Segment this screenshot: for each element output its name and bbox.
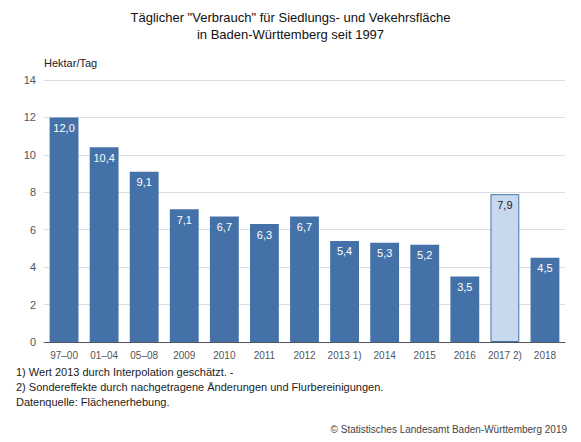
svg-text:8: 8 <box>30 186 36 198</box>
svg-text:Täglicher "Verbrauch" für Sied: Täglicher "Verbrauch" für Siedlungs- und… <box>131 10 451 25</box>
svg-text:12,0: 12,0 <box>53 122 74 134</box>
svg-text:6,7: 6,7 <box>297 221 312 233</box>
svg-text:2010: 2010 <box>213 350 236 361</box>
svg-text:2015: 2015 <box>414 350 437 361</box>
svg-text:05–08: 05–08 <box>130 350 158 361</box>
svg-text:5,2: 5,2 <box>417 249 432 261</box>
svg-text:5,3: 5,3 <box>377 247 392 259</box>
svg-text:4,5: 4,5 <box>537 262 552 274</box>
svg-text:7,1: 7,1 <box>177 214 192 226</box>
svg-text:6,7: 6,7 <box>217 221 232 233</box>
svg-text:2011: 2011 <box>254 350 276 361</box>
svg-text:2017 2): 2017 2) <box>488 350 522 361</box>
svg-text:14: 14 <box>24 74 36 86</box>
svg-text:Hektar/Tag: Hektar/Tag <box>44 57 97 69</box>
svg-text:97–00: 97–00 <box>50 350 78 361</box>
svg-text:2014: 2014 <box>374 350 397 361</box>
svg-text:2009: 2009 <box>173 350 196 361</box>
svg-text:2) Sondereffekte durch nachget: 2) Sondereffekte durch nachgetragene Änd… <box>16 381 383 393</box>
svg-text:2012: 2012 <box>293 350 316 361</box>
svg-text:2016: 2016 <box>454 350 477 361</box>
svg-text:2: 2 <box>30 299 36 311</box>
svg-text:7,9: 7,9 <box>497 199 512 211</box>
svg-text:10,4: 10,4 <box>93 152 114 164</box>
svg-text:1) Wert 2013 durch Interpolati: 1) Wert 2013 durch Interpolation geschät… <box>16 366 234 378</box>
svg-text:2018: 2018 <box>534 350 557 361</box>
svg-text:© Statistisches Landesamt Bade: © Statistisches Landesamt Baden-Württemb… <box>331 424 568 435</box>
svg-text:6: 6 <box>30 224 36 236</box>
svg-text:4: 4 <box>30 261 36 273</box>
svg-text:12: 12 <box>24 111 36 123</box>
svg-text:3,5: 3,5 <box>457 281 472 293</box>
svg-text:6,3: 6,3 <box>257 229 272 241</box>
svg-text:in Baden-Württemberg seit 1997: in Baden-Württemberg seit 1997 <box>197 27 384 42</box>
svg-text:01–04: 01–04 <box>90 350 118 361</box>
svg-text:5,4: 5,4 <box>337 245 352 257</box>
svg-text:9,1: 9,1 <box>137 176 152 188</box>
svg-text:2013 1): 2013 1) <box>328 350 362 361</box>
svg-text:0: 0 <box>30 336 36 348</box>
svg-text:10: 10 <box>24 149 36 161</box>
svg-text:Datenquelle: Flächenerhebung.: Datenquelle: Flächenerhebung. <box>16 396 170 408</box>
